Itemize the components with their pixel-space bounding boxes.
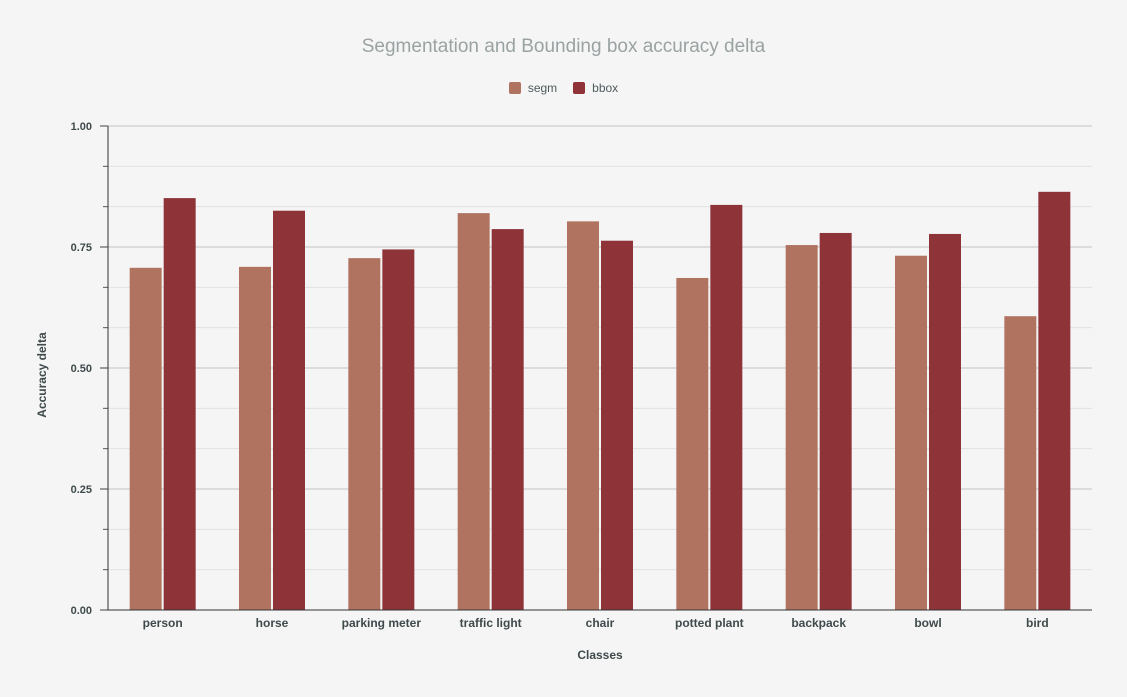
x-tick-label: bowl bbox=[914, 616, 941, 630]
legend-swatch-bbox bbox=[573, 82, 586, 94]
y-tick-label: 0.50 bbox=[71, 363, 92, 375]
bar-bbox bbox=[929, 233, 961, 610]
bar-bbox bbox=[601, 240, 633, 610]
x-tick-label: person bbox=[143, 616, 183, 630]
bar-segm bbox=[785, 245, 818, 610]
legend-label-segm: segm bbox=[527, 81, 558, 95]
bar-bbox bbox=[710, 204, 743, 610]
bar-bbox bbox=[163, 198, 196, 610]
y-tick-label: 0.75 bbox=[71, 242, 92, 254]
bar-segm bbox=[567, 221, 599, 610]
bar-bbox bbox=[382, 249, 415, 611]
y-tick-label: 0.00 bbox=[71, 605, 92, 617]
bar-segm bbox=[1004, 316, 1037, 610]
bar-bbox bbox=[819, 232, 852, 611]
y-tick-label: 0.25 bbox=[71, 484, 92, 496]
bar-segm bbox=[348, 258, 381, 610]
y-axis-title: Accuracy delta bbox=[35, 332, 49, 418]
legend-item-segm[interactable]: segm bbox=[508, 81, 558, 95]
bar-segm bbox=[239, 266, 271, 610]
legend-label-bbox: bbox bbox=[592, 81, 619, 95]
bar-bbox bbox=[491, 229, 524, 611]
x-tick-label: parking meter bbox=[342, 616, 422, 630]
x-tick-label: chair bbox=[586, 616, 615, 630]
legend-item-bbox[interactable]: bbox bbox=[573, 81, 618, 95]
x-tick-label: potted plant bbox=[675, 616, 744, 630]
bar-bbox bbox=[273, 210, 305, 610]
x-tick-label: traffic light bbox=[460, 616, 522, 630]
x-axis-title: Classes bbox=[577, 648, 623, 662]
bar-segm bbox=[676, 277, 709, 610]
y-tick-label: 1.00 bbox=[71, 121, 92, 133]
legend-swatch-segm bbox=[508, 82, 521, 94]
bar-bbox bbox=[1038, 191, 1071, 610]
bar-segm bbox=[457, 213, 490, 610]
chart-title: Segmentation and Bounding box accuracy d… bbox=[361, 36, 766, 57]
x-tick-label: horse bbox=[256, 616, 289, 630]
bar-segm bbox=[895, 255, 927, 610]
legend: segm bbox bbox=[0, 81, 1127, 95]
x-tick-label: bird bbox=[1026, 616, 1049, 630]
bar-segm bbox=[129, 267, 162, 610]
x-tick-label: backpack bbox=[791, 616, 846, 630]
